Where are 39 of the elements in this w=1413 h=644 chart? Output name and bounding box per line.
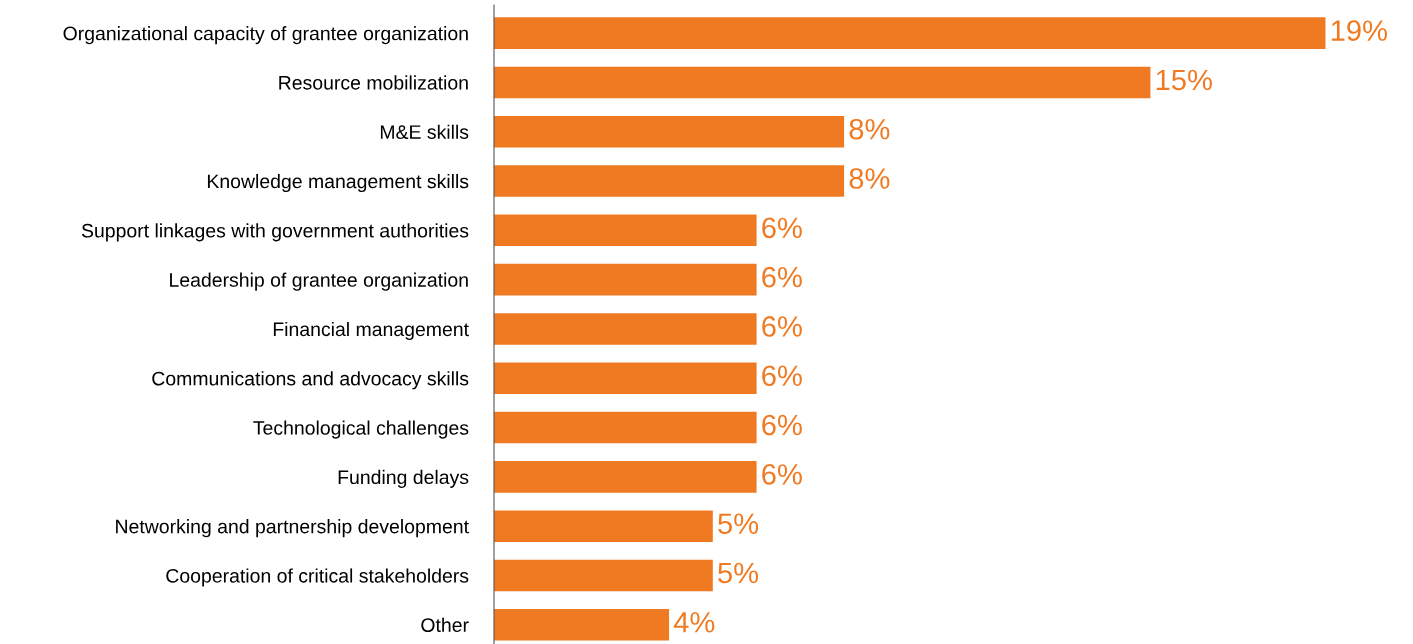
bar bbox=[494, 510, 713, 542]
y-tick-label: Knowledge management skills bbox=[207, 173, 469, 193]
data-label: 6% bbox=[762, 365, 802, 387]
data-label: 4% bbox=[673, 612, 715, 633]
y-tick-label: Support linkages with government authorities bbox=[81, 223, 469, 242]
bar bbox=[494, 559, 713, 592]
data-label: 5% bbox=[718, 513, 759, 534]
y-tick-label: Leadership of grantee organization bbox=[170, 272, 468, 291]
data-label: 6% bbox=[762, 464, 802, 485]
y-tick-label: Communications and advocacy skills bbox=[152, 371, 469, 390]
y-tick-label: Technological challenges bbox=[253, 420, 469, 439]
bar bbox=[494, 263, 757, 296]
data-label: 6% bbox=[762, 217, 802, 239]
bar bbox=[494, 313, 757, 345]
data-label: 15% bbox=[1156, 69, 1212, 91]
y-tick-label: Financial management bbox=[273, 321, 469, 341]
bar bbox=[494, 461, 757, 493]
y-tick-label: Other bbox=[421, 617, 469, 633]
data-label: 6% bbox=[762, 266, 802, 288]
data-label: 6% bbox=[762, 414, 802, 436]
data-label: 8% bbox=[849, 118, 890, 140]
y-tick-label: Organizational capacity of grantee organization bbox=[63, 26, 468, 45]
bar bbox=[494, 115, 845, 148]
bar bbox=[494, 411, 757, 444]
bar bbox=[494, 165, 845, 197]
y-tick-label: Funding delays bbox=[338, 469, 469, 488]
data-label: 19% bbox=[1331, 20, 1387, 41]
y-tick-label: Resource mobilization bbox=[279, 75, 468, 90]
data-label: 6% bbox=[762, 316, 802, 337]
bar bbox=[494, 608, 670, 641]
y-tick-label: Networking and partnership development bbox=[116, 519, 469, 538]
y-tick-label: Cooperation of critical stakeholders bbox=[166, 568, 469, 587]
data-label: 8% bbox=[849, 168, 890, 189]
bar bbox=[494, 214, 757, 247]
bar bbox=[494, 66, 1151, 99]
bar bbox=[494, 362, 757, 395]
bar bbox=[494, 17, 1326, 49]
data-label: 5% bbox=[718, 562, 759, 584]
y-tick-label: M&E skills bbox=[380, 124, 469, 139]
